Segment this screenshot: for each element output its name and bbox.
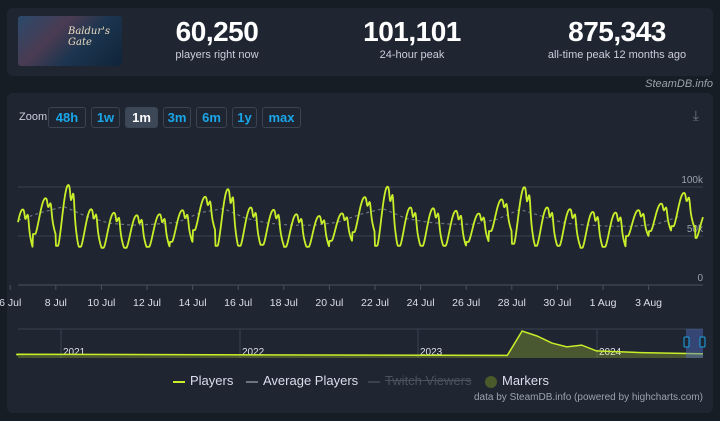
stat-24h-peak: 101,101 24-hour peak	[363, 16, 461, 61]
zoom-label: Zoom	[19, 111, 48, 123]
navigator-label-bg	[241, 346, 265, 356]
stat-current-players: 60,250 players right now	[175, 16, 259, 61]
y-tick-label: 0	[697, 273, 703, 284]
x-tick-label: 24 Jul	[407, 297, 435, 309]
legend-players[interactable]: Players	[173, 373, 233, 388]
x-tick-label: 6 Jul	[0, 297, 21, 309]
steamdb-credit[interactable]: SteamDB.info	[645, 78, 713, 90]
average-players-line	[18, 205, 680, 227]
x-tick-label: 10 Jul	[87, 297, 115, 309]
footer-credit[interactable]: data by SteamDB.info (powered by highcha…	[474, 392, 703, 403]
navigator-label-bg	[419, 346, 443, 356]
x-tick-label: 26 Jul	[452, 297, 480, 309]
download-icon[interactable]: ⤓	[692, 107, 699, 123]
chart-panel: Zoom 48h 1w 1m 3m 6m 1y max ⤓	[7, 93, 713, 413]
navigator-label-bg	[62, 346, 86, 356]
legend-twitch-viewers[interactable]: Twitch Viewers	[368, 373, 471, 388]
average-swatch	[246, 380, 258, 383]
players-swatch	[173, 380, 185, 383]
legend-average-players[interactable]: Average Players	[246, 373, 358, 388]
y-tick-label: 100k	[681, 175, 704, 186]
x-tick-label: 20 Jul	[315, 297, 343, 309]
legend-markers[interactable]: Markers	[485, 373, 549, 388]
x-tick-label: 22 Jul	[361, 297, 389, 309]
stat-all-time-peak: 875,343 all-time peak 12 months ago	[547, 16, 687, 61]
x-tick-label: 16 Jul	[224, 297, 252, 309]
x-tick-label: 3 Aug	[635, 297, 662, 309]
zoom-button-6m[interactable]: 6m	[196, 107, 227, 128]
zoom-button-48h[interactable]: 48h	[48, 107, 86, 128]
x-tick-label: 1 Aug	[590, 297, 617, 309]
zoom-button-1m[interactable]: 1m	[125, 107, 158, 128]
x-tick-label: 28 Jul	[498, 297, 526, 309]
game-header: Baldur's Gate 60,250 players right now 10…	[7, 8, 713, 76]
players-line	[17, 184, 704, 249]
navigator-selection	[686, 329, 703, 358]
navigator-tick-label: 2023	[420, 347, 443, 358]
x-tick-label: 8 Jul	[45, 297, 67, 309]
navigator-line	[16, 330, 704, 357]
x-tick-label: 18 Jul	[270, 297, 298, 309]
navigator-handle-left	[683, 336, 690, 348]
x-tick-label: 12 Jul	[133, 297, 161, 309]
navigator-tick-label: 2024	[599, 347, 622, 358]
zoom-button-1y[interactable]: 1y	[232, 107, 257, 128]
zoom-button-max[interactable]: max	[262, 107, 301, 128]
twitch-swatch	[368, 380, 380, 383]
navigator-handle-right	[699, 336, 706, 348]
markers-swatch	[485, 375, 497, 388]
game-cover-image[interactable]: Baldur's Gate	[18, 16, 122, 66]
navigator-tick-label: 2022	[242, 347, 265, 358]
navigator-area	[16, 331, 703, 358]
x-tick-label: 30 Jul	[543, 297, 571, 309]
navigator-tick-label: 2021	[63, 347, 86, 358]
zoom-button-1w[interactable]: 1w	[91, 107, 120, 128]
x-tick-label: 14 Jul	[179, 297, 207, 309]
zoom-button-3m[interactable]: 3m	[163, 107, 191, 128]
